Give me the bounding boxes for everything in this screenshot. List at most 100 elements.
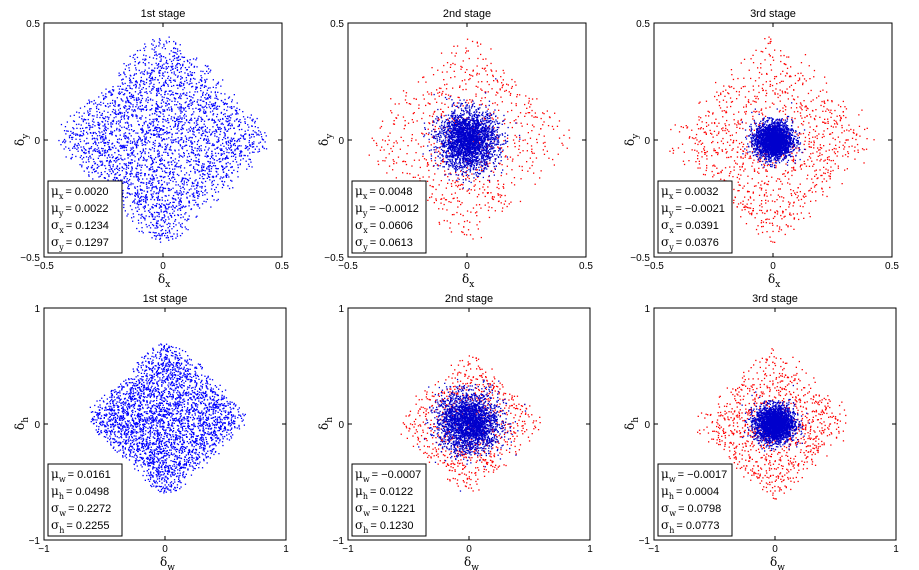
point [484,97,486,99]
point [229,127,232,130]
point [522,150,524,152]
point [141,95,143,97]
point [497,146,499,148]
point [470,74,472,77]
point [130,175,132,177]
point [458,178,460,180]
point [144,173,146,176]
point [174,80,176,82]
point [514,134,516,137]
point [166,104,168,106]
point [109,105,111,107]
point [242,158,244,160]
point [96,104,99,106]
point [157,66,160,68]
point [482,192,484,194]
point [436,147,438,149]
point [485,58,487,60]
point [178,55,180,57]
point [406,172,408,175]
point [186,97,188,100]
point [451,115,453,118]
point [184,213,186,215]
point [137,171,139,174]
point [135,97,138,99]
point [427,133,430,136]
point [170,215,172,217]
point [149,141,151,143]
point [131,169,133,171]
point [227,140,229,142]
point [157,133,160,135]
point [172,201,174,203]
point [137,120,139,122]
point [106,141,109,143]
point [126,98,129,100]
point [209,173,211,175]
point [563,134,565,136]
point [153,86,155,88]
point [457,163,459,165]
point [87,112,89,114]
point [466,69,468,71]
point [499,89,501,91]
point [159,158,161,160]
point [130,170,132,172]
point [168,109,171,111]
point [157,108,159,110]
point [91,171,93,174]
point [149,75,151,77]
point [212,86,214,88]
point [183,87,186,89]
point [128,108,130,110]
point [170,50,172,52]
point [165,61,168,63]
point [228,169,230,171]
y-tick-label: 0.5 [26,19,40,30]
point [460,213,462,215]
point [181,77,183,79]
point [191,149,193,151]
point [488,129,490,131]
point [116,166,118,168]
point [247,116,249,118]
point [453,45,455,47]
point [149,90,151,93]
point [257,127,259,129]
point [110,172,113,175]
point [190,140,192,142]
point [441,160,444,162]
point [133,140,136,142]
point [152,218,154,220]
point [170,69,172,72]
point [175,181,177,183]
point [84,105,86,108]
point [89,113,91,115]
point [455,105,457,107]
point [177,101,179,103]
point [206,70,208,72]
point [162,101,165,103]
point [471,164,473,166]
point [196,192,199,194]
point [206,78,208,80]
point [196,185,199,187]
point [137,138,140,140]
point [155,107,157,109]
point [472,238,474,240]
point [190,208,193,210]
point [432,128,435,130]
point [467,102,470,104]
point [158,71,160,73]
point [122,189,124,192]
point [93,121,95,123]
point [208,165,210,167]
point [161,233,163,235]
point [466,130,468,132]
point [214,97,216,99]
point [440,127,442,129]
point [459,157,461,160]
point [127,187,129,189]
point [139,185,141,187]
point [141,227,143,229]
